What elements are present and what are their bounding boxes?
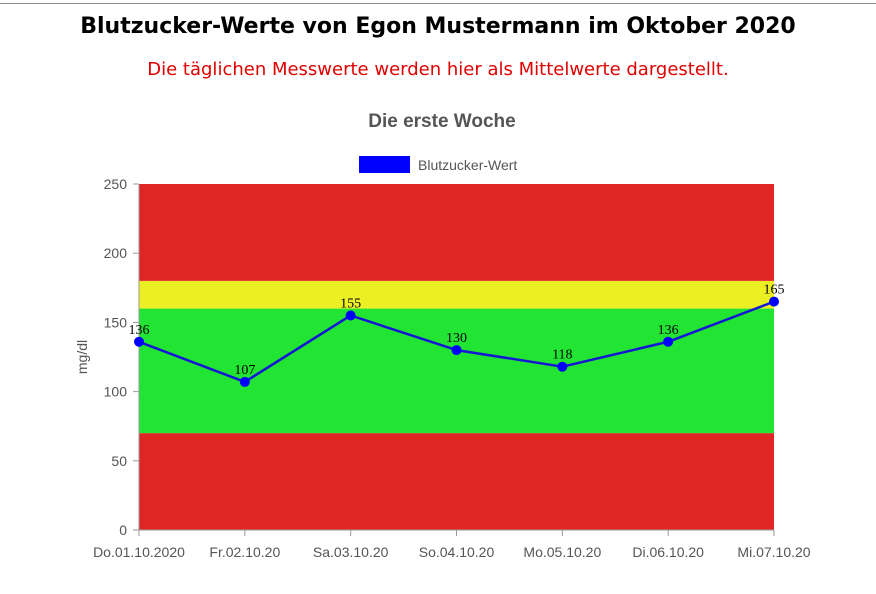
- legend-label: Blutzucker-Wert: [418, 157, 517, 173]
- threshold-band-2: [139, 280, 774, 309]
- data-point: [239, 376, 250, 387]
- x-tick-label: Mi.07.10.20: [737, 544, 810, 560]
- data-label: 118: [552, 348, 572, 363]
- legend-swatch: [359, 156, 410, 173]
- data-point: [663, 336, 674, 347]
- y-tick-label: 0: [119, 522, 127, 538]
- y-axis-label: mg/dl: [74, 340, 90, 374]
- data-label: 136: [658, 323, 679, 338]
- y-tick-label: 50: [111, 453, 127, 469]
- threshold-band-1: [139, 308, 774, 434]
- threshold-band-3: [139, 184, 774, 281]
- threshold-bands: [139, 184, 774, 530]
- y-tick-label: 100: [104, 384, 128, 400]
- data-point: [451, 345, 462, 356]
- y-tick-label: 250: [104, 176, 128, 192]
- data-label: 136: [129, 323, 150, 338]
- x-tick-label: Mo.05.10.20: [523, 544, 601, 560]
- y-tick-label: 200: [104, 245, 128, 261]
- x-tick-label: Sa.03.10.20: [313, 544, 389, 560]
- data-point: [345, 310, 356, 321]
- legend: Blutzucker-Wert: [359, 156, 517, 173]
- axes: 0 50 100 150 200 250 Do.01.10.2020 Fr.02.10.20 S…: [93, 176, 811, 560]
- chart-title: Die erste Woche: [368, 111, 515, 132]
- data-label: 155: [340, 296, 361, 311]
- top-rule: [0, 3, 876, 4]
- data-point: [134, 336, 144, 347]
- data-label: 107: [234, 363, 255, 378]
- x-tick-label: Do.01.10.2020: [93, 544, 185, 560]
- threshold-band-0: [139, 433, 774, 530]
- page-title: Blutzucker-Werte von Egon Mustermann im …: [80, 14, 796, 39]
- series-layer: 136 107 155 130 118 136 165: [129, 283, 785, 387]
- data-label: 130: [446, 331, 467, 346]
- page-subtitle: Die täglichen Messwerte werden hier als …: [147, 59, 729, 80]
- data-point: [557, 361, 568, 372]
- y-tick-label: 150: [104, 314, 128, 330]
- x-tick-label: Di.06.10.20: [632, 544, 704, 560]
- data-point: [769, 296, 779, 307]
- x-tick-label: Fr.02.10.20: [209, 544, 280, 560]
- data-label: 165: [764, 283, 785, 298]
- x-tick-label: So.04.10.20: [419, 544, 495, 560]
